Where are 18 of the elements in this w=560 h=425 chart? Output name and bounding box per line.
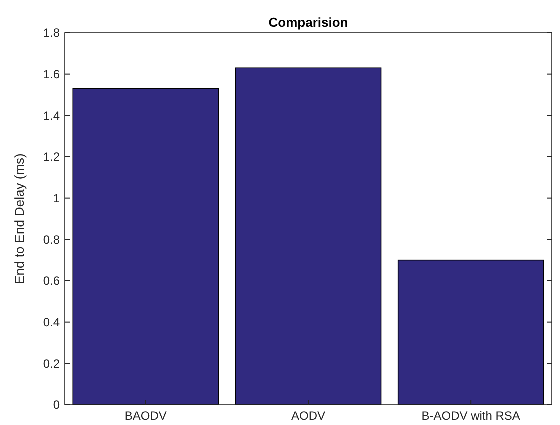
y-tick-label: 0.2 [43, 356, 60, 371]
chart-title: Comparision [268, 15, 348, 30]
y-axis-title: End to End Delay (ms) [12, 154, 27, 284]
y-tick-label: 0.4 [43, 316, 60, 330]
y-tick-label: 0.8 [43, 232, 60, 247]
y-tick-label: 1.8 [43, 26, 60, 40]
y-tick-label: 1.6 [43, 68, 60, 82]
bar [235, 68, 382, 406]
x-tick-label: AODV [291, 409, 326, 423]
x-tick-label: B-AODV with RSA [422, 409, 520, 423]
y-tick-label: 1 [53, 192, 60, 206]
y-tick-label: 0 [53, 398, 60, 412]
bar [72, 88, 220, 406]
y-tick-label: 1.2 [43, 150, 60, 164]
x-tick-label: BAODV [124, 409, 167, 423]
bar [398, 260, 544, 406]
y-tick-label: 1.4 [43, 108, 60, 123]
y-tick-label: 0.6 [43, 274, 60, 288]
